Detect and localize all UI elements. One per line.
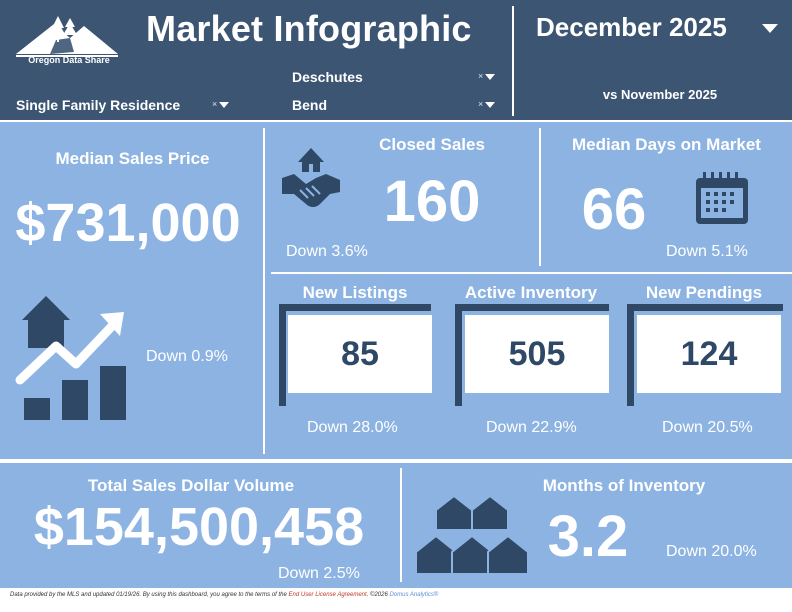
new-listings-label: New Listings — [302, 283, 408, 302]
divider — [271, 272, 792, 274]
chevron-down-icon[interactable] — [485, 73, 496, 80]
median-sales-price-change: Down 0.9% — [146, 348, 228, 365]
total-volume-change: Down 2.5% — [278, 565, 360, 582]
closed-sales-change: Down 3.6% — [286, 243, 368, 260]
footer-text: Data provided by the MLS and updated 01/… — [10, 592, 287, 598]
closed-sales-value: 160 — [383, 169, 481, 234]
divider — [263, 128, 265, 454]
new-pendings-change: Down 20.5% — [662, 419, 753, 436]
median-sales-price-value: $731,000 — [15, 193, 241, 253]
page-title: Market Infographic — [146, 8, 472, 49]
property-type-filter[interactable]: Single Family Residence — [16, 97, 181, 113]
month-selector[interactable]: December 2025 — [536, 12, 727, 42]
total-volume-value: $154,500,458 — [33, 497, 365, 557]
new-pendings-label: New Pendings — [645, 283, 763, 302]
total-volume-label: Total Sales Dollar Volume — [87, 476, 295, 495]
handshake-icon — [282, 148, 340, 207]
house-growth-chart-icon — [15, 296, 126, 420]
clear-icon[interactable]: × — [212, 99, 218, 109]
new-pendings-card-frame — [627, 304, 783, 406]
median-sales-price-label: Median Sales Price — [55, 149, 210, 168]
comparison-period: vs November 2025 — [602, 87, 718, 102]
eula-link[interactable]: End User License Agreement — [288, 592, 367, 598]
new-listings-value: 85 — [288, 315, 432, 393]
clear-icon[interactable]: × — [478, 99, 484, 109]
footer-copyright: . ©2026 — [366, 592, 388, 598]
county-filter-controls[interactable]: × — [478, 71, 496, 81]
divider — [0, 459, 792, 463]
mountain-logo-icon — [16, 16, 118, 57]
active-inventory-card-frame — [455, 304, 609, 406]
new-pendings-value: 124 — [637, 315, 781, 393]
chevron-down-icon[interactable] — [485, 101, 496, 108]
active-inventory-label: Active Inventory — [464, 283, 598, 302]
new-listings-change: Down 28.0% — [307, 419, 398, 436]
calendar-icon — [696, 172, 748, 224]
new-listings-card-frame — [279, 304, 431, 406]
median-days-label: Median Days on Market — [572, 135, 761, 154]
median-days-value: 66 — [581, 177, 647, 242]
months-inventory-value: 3.2 — [547, 504, 629, 569]
active-inventory-value: 505 — [465, 315, 609, 393]
city-filter[interactable]: Bend — [292, 97, 327, 113]
median-days-change: Down 5.1% — [666, 243, 748, 260]
clear-icon[interactable]: × — [478, 71, 484, 81]
header-bar — [0, 0, 792, 120]
houses-icon — [415, 494, 529, 575]
months-inventory-label: Months of Inventory — [542, 476, 706, 495]
closed-sales-label: Closed Sales — [379, 135, 485, 154]
divider — [400, 468, 402, 582]
property-type-filter-controls[interactable]: × — [212, 99, 230, 109]
header-divider — [512, 6, 514, 116]
divider — [539, 128, 541, 266]
active-inventory-change: Down 22.9% — [486, 419, 577, 436]
footer: Data provided by the MLS and updated 01/… — [0, 588, 792, 612]
county-filter[interactable]: Deschutes — [292, 69, 363, 85]
chevron-down-icon[interactable] — [219, 101, 230, 108]
city-filter-controls[interactable]: × — [478, 99, 496, 109]
brand-link[interactable]: Domus Analytics® — [389, 592, 439, 598]
chevron-down-icon[interactable] — [762, 24, 778, 33]
months-inventory-change: Down 20.0% — [666, 543, 757, 560]
logo-text: Oregon Data Share — [28, 55, 110, 65]
